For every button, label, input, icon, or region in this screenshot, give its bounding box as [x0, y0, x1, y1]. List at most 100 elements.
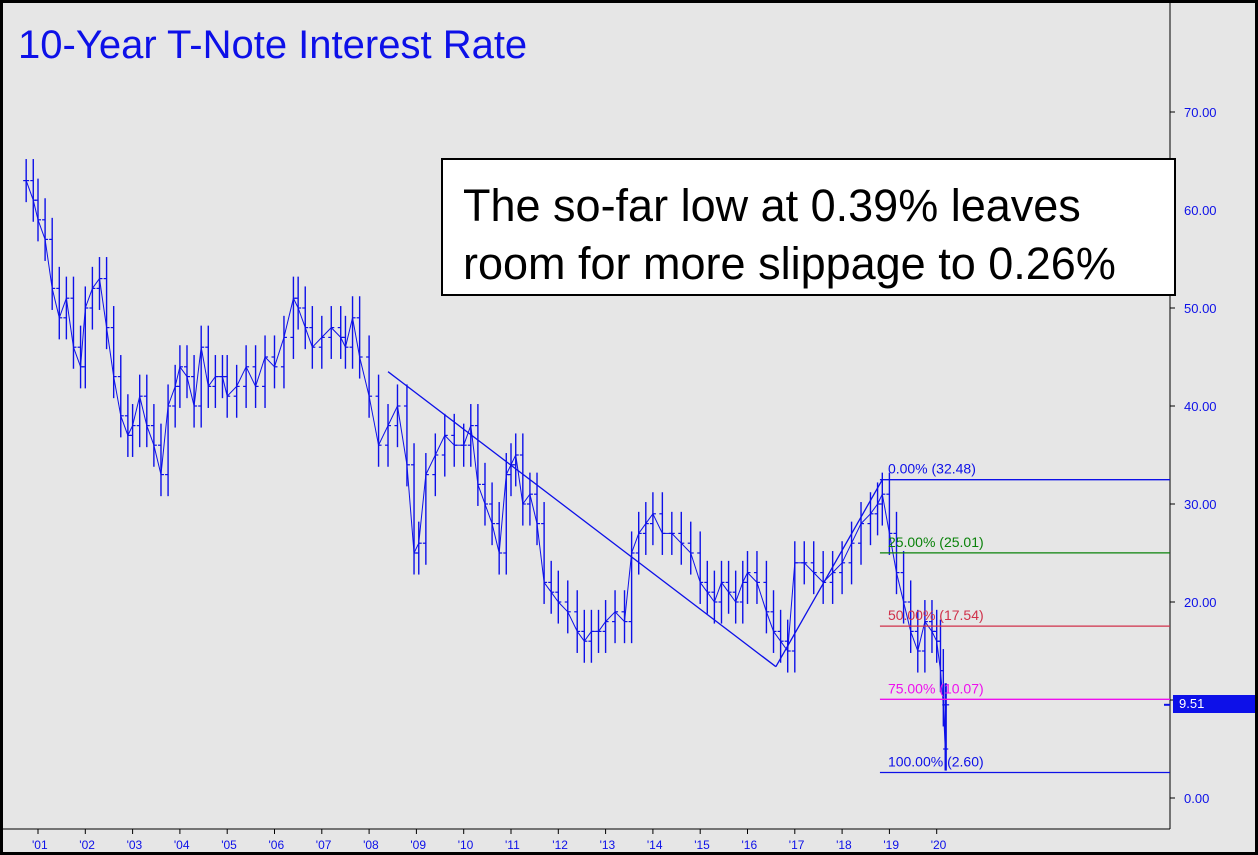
price-path-segment	[413, 542, 420, 554]
price-path-segment	[340, 337, 346, 348]
price-path-segment	[127, 425, 134, 436]
price-path-segment	[721, 582, 729, 593]
price-path-segment	[106, 327, 115, 377]
y-tick-label: 60.00	[1184, 203, 1217, 218]
x-tick-label: '17	[789, 838, 805, 852]
annotation-line-1: The so-far low at 0.39% leaves	[463, 180, 1081, 231]
x-tick-label: '09	[410, 838, 426, 852]
price-path-segment	[765, 611, 774, 632]
price-path-segment	[139, 396, 148, 426]
x-tick-label: '16	[742, 838, 758, 852]
price-path-segment	[80, 307, 86, 367]
price-path-segment	[652, 513, 663, 534]
price-path-segment	[132, 396, 141, 426]
price-path-segment	[167, 386, 176, 407]
price-path-segment	[207, 376, 216, 387]
fib-level-label: 50.00% (17.54)	[888, 607, 984, 623]
y-tick-label: 30.00	[1184, 497, 1217, 512]
price-path-segment	[378, 425, 389, 446]
price-path-segment	[773, 631, 782, 642]
y-tick-label: 50.00	[1184, 301, 1217, 316]
price-path-segment	[803, 562, 815, 573]
price-path-segment	[264, 356, 275, 368]
price-path-segment	[58, 298, 67, 318]
x-tick-label: '02	[79, 838, 95, 852]
price-path-segment	[221, 376, 228, 397]
price-path-segment	[832, 562, 843, 573]
price-path-segment	[292, 297, 299, 309]
chart-frame: 0.0010.0020.0030.0040.0050.0060.0070.00'…	[3, 3, 1255, 852]
price-path-segment	[146, 425, 155, 446]
price-path-segment	[645, 513, 654, 524]
price-path-segment	[283, 298, 294, 338]
price-path-segment	[881, 494, 890, 534]
price-path-segment	[491, 523, 500, 554]
price-path-segment	[756, 582, 767, 612]
x-tick-label: '11	[505, 838, 520, 852]
price-path-segment	[37, 219, 46, 240]
annotation-line-2: room for more slippage to 0.26%	[463, 238, 1116, 289]
x-tick-label: '04	[174, 838, 190, 852]
price-path-segment	[870, 503, 878, 515]
price-path-segment	[344, 317, 354, 348]
price-path-segment	[747, 572, 758, 583]
price-path-segment	[931, 631, 938, 642]
price-path-segment	[605, 611, 616, 622]
price-path-segment	[484, 503, 493, 524]
price-path-segment	[396, 405, 408, 465]
price-path-segment	[860, 513, 871, 524]
price-path-segment	[51, 288, 60, 318]
price-path-segment	[84, 288, 93, 309]
price-path-segment	[851, 523, 862, 544]
price-path-segment	[186, 376, 195, 407]
price-path-segment	[728, 591, 737, 603]
chart-title: 10-Year T-Note Interest Rate	[18, 23, 528, 67]
price-path-segment	[638, 523, 647, 534]
price-path-segment	[193, 347, 202, 407]
price-path-segment	[359, 356, 370, 397]
price-path-segment	[522, 493, 531, 505]
price-path-segment	[614, 611, 625, 622]
price-path-segment	[174, 366, 181, 387]
price-path-segment	[444, 435, 455, 446]
price-path-segment	[936, 641, 941, 671]
x-tick-label: '01	[32, 838, 48, 852]
price-path-segment	[690, 552, 701, 583]
last-price-tag: 9.51	[1173, 695, 1255, 713]
price-path-segment	[98, 278, 108, 328]
price-path-segment	[583, 631, 592, 642]
trendline	[387, 371, 777, 668]
price-path-segment	[477, 484, 486, 505]
annotation-box: The so-far low at 0.39% leaves room for …	[441, 158, 1176, 296]
x-tick-label: '15	[694, 838, 710, 852]
x-tick-label: '13	[600, 838, 616, 852]
x-tick-label: '08	[363, 838, 379, 852]
trendline	[775, 479, 883, 668]
price-path-segment	[226, 386, 238, 397]
price-path-segment	[25, 180, 34, 201]
x-tick-label: '10	[458, 838, 474, 852]
price-path-segment	[944, 704, 947, 750]
price-path-segment	[567, 611, 578, 632]
fib-level-label: 0.00% (32.48)	[888, 461, 976, 477]
x-tick-label: '14	[647, 838, 663, 852]
price-path-segment	[32, 200, 39, 220]
price-path-segment	[73, 347, 82, 367]
price-path-segment	[550, 591, 559, 603]
price-path-segment	[576, 631, 585, 642]
price-path-segment	[236, 366, 247, 387]
price-path-segment	[780, 640, 789, 652]
price-path-segment	[352, 317, 361, 358]
fib-level-label: 25.00% (25.01)	[888, 534, 984, 550]
price-path-segment	[153, 445, 162, 475]
price-path-segment	[624, 552, 633, 622]
price-path-segment	[470, 425, 479, 485]
price-path-segment	[179, 366, 188, 377]
price-path-segment	[680, 542, 692, 554]
price-path-segment	[387, 405, 398, 426]
price-path-segment	[515, 454, 524, 505]
fib-level-label: 75.00% (10.07)	[888, 680, 984, 696]
x-tick-label: '12	[552, 838, 568, 852]
price-path-segment	[896, 572, 905, 603]
price-path-segment	[631, 533, 640, 554]
